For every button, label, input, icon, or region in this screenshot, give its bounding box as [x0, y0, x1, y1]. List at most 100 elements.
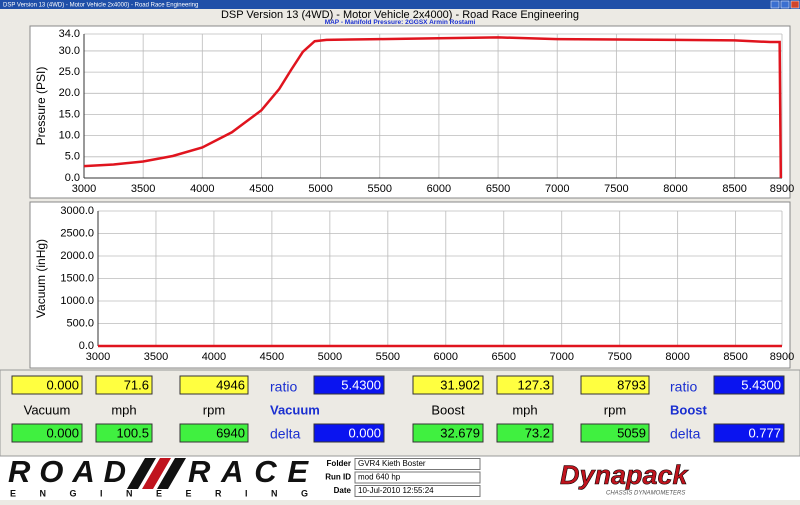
- y-tick-label: 5.0: [65, 151, 80, 163]
- mode-label: Boost: [670, 402, 708, 417]
- value-box: [179, 375, 249, 395]
- value-box: [313, 423, 385, 443]
- column-label: mph: [512, 402, 537, 417]
- x-tick-label: 3500: [144, 351, 168, 363]
- chart-panel: [29, 201, 791, 369]
- column-label: mph: [111, 402, 136, 417]
- info-label: Date: [334, 486, 352, 495]
- y-tick-label: 15.0: [59, 108, 80, 120]
- x-tick-label: 5500: [368, 183, 392, 195]
- dynapack-sub: CHASSIS DYNAMOMETERS: [606, 491, 685, 497]
- data-line: [83, 36, 783, 179]
- x-tick-label: 4000: [190, 183, 214, 195]
- maximize-button[interactable]: [780, 0, 790, 9]
- delta-label: delta: [270, 426, 301, 442]
- x-tick-label: 7000: [545, 183, 569, 195]
- x-tick-label: 5000: [308, 183, 332, 195]
- value-box: [496, 375, 554, 395]
- info-label: Run ID: [325, 473, 351, 482]
- value-text: 5059: [617, 425, 646, 440]
- value-box: [580, 423, 650, 443]
- x-tick-label: 8500: [723, 351, 747, 363]
- title-bar: [0, 0, 800, 9]
- chart-panel: [29, 25, 791, 199]
- header-subtitle: MAP - Manifold Pressure: 2GGSX Armin Ros…: [325, 19, 476, 26]
- delta-label: delta: [670, 426, 701, 442]
- info-value: GVR4 Kieth Boster: [358, 459, 426, 468]
- value-text: 0.777: [748, 425, 781, 440]
- value-box: [95, 423, 153, 443]
- value-text: 6940: [216, 425, 245, 440]
- x-tick-label: 3500: [131, 183, 155, 195]
- x-tick-label: 8900: [770, 351, 794, 363]
- logo-sub: E N G I N E E R I N G: [10, 488, 308, 498]
- y-tick-label: 1000.0: [60, 295, 94, 307]
- y-tick-label: 2500.0: [60, 227, 94, 239]
- y-axis-label: Vacuum (inHg): [34, 239, 48, 318]
- value-text: 0.000: [46, 377, 79, 392]
- column-label: Vacuum: [24, 402, 71, 417]
- column-label: rpm: [604, 402, 626, 417]
- close-button[interactable]: [790, 0, 800, 9]
- x-tick-label: 7500: [607, 351, 631, 363]
- value-text: 71.6: [124, 377, 149, 392]
- info-field: [354, 485, 481, 497]
- x-tick-label: 6500: [492, 351, 516, 363]
- window-title: DSP Version 13 (4WD) - Motor Vehicle 2x4…: [3, 3, 198, 9]
- value-box: [313, 375, 385, 395]
- x-tick-label: 8500: [722, 183, 746, 195]
- dynapack-logo: Dynapack: [560, 460, 690, 490]
- value-box: [179, 423, 249, 443]
- value-text: 5.4300: [341, 377, 381, 392]
- mode-label: Vacuum: [270, 402, 320, 417]
- value-box: [713, 375, 785, 395]
- y-tick-label: 25.0: [59, 66, 80, 78]
- value-text: 31.902: [440, 377, 480, 392]
- value-text: 100.5: [116, 425, 149, 440]
- y-tick-label: 30.0: [59, 45, 80, 57]
- value-text: 0.000: [46, 425, 79, 440]
- x-tick-label: 5500: [376, 351, 400, 363]
- value-box: [412, 423, 484, 443]
- x-tick-label: 4000: [202, 351, 226, 363]
- info-field: [354, 471, 481, 484]
- value-box: [580, 375, 650, 395]
- value-box: [713, 423, 785, 443]
- y-tick-label: 500.0: [66, 317, 94, 329]
- x-tick-label: 4500: [260, 351, 284, 363]
- y-tick-label: 34.0: [59, 28, 80, 40]
- ratio-label: ratio: [270, 379, 297, 395]
- x-tick-label: 3000: [86, 351, 110, 363]
- y-tick-label: 0.0: [65, 172, 80, 184]
- logo-slash: [142, 458, 171, 489]
- ratio-label: ratio: [670, 379, 697, 395]
- minimize-button[interactable]: [770, 0, 780, 9]
- x-tick-label: 6000: [427, 183, 451, 195]
- x-tick-label: 6500: [486, 183, 510, 195]
- info-value: mod 640 hp: [358, 473, 401, 482]
- column-label: rpm: [203, 402, 225, 417]
- x-tick-label: 5000: [318, 351, 342, 363]
- y-tick-label: 1500.0: [60, 272, 94, 284]
- y-tick-label: 2000.0: [60, 250, 94, 262]
- x-tick-label: 8000: [663, 183, 687, 195]
- x-tick-label: 4500: [249, 183, 273, 195]
- y-tick-label: 3000.0: [60, 205, 94, 217]
- value-text: 32.679: [440, 425, 480, 440]
- value-text: 73.2: [525, 425, 550, 440]
- value-box: [412, 375, 484, 395]
- value-text: 8793: [617, 377, 646, 392]
- y-axis-label: Pressure (PSI): [34, 67, 48, 146]
- x-tick-label: 7500: [604, 183, 628, 195]
- column-label: Boost: [431, 402, 465, 417]
- x-tick-label: 3000: [72, 183, 96, 195]
- header-title: DSP Version 13 (4WD) - Motor Vehicle 2x4…: [221, 9, 579, 21]
- y-tick-label: 20.0: [59, 87, 80, 99]
- value-text: 5.4300: [741, 377, 781, 392]
- value-text: 4946: [216, 377, 245, 392]
- info-label: Folder: [327, 459, 351, 468]
- x-tick-label: 7000: [549, 351, 573, 363]
- x-tick-label: 8000: [665, 351, 689, 363]
- value-box: [11, 375, 83, 395]
